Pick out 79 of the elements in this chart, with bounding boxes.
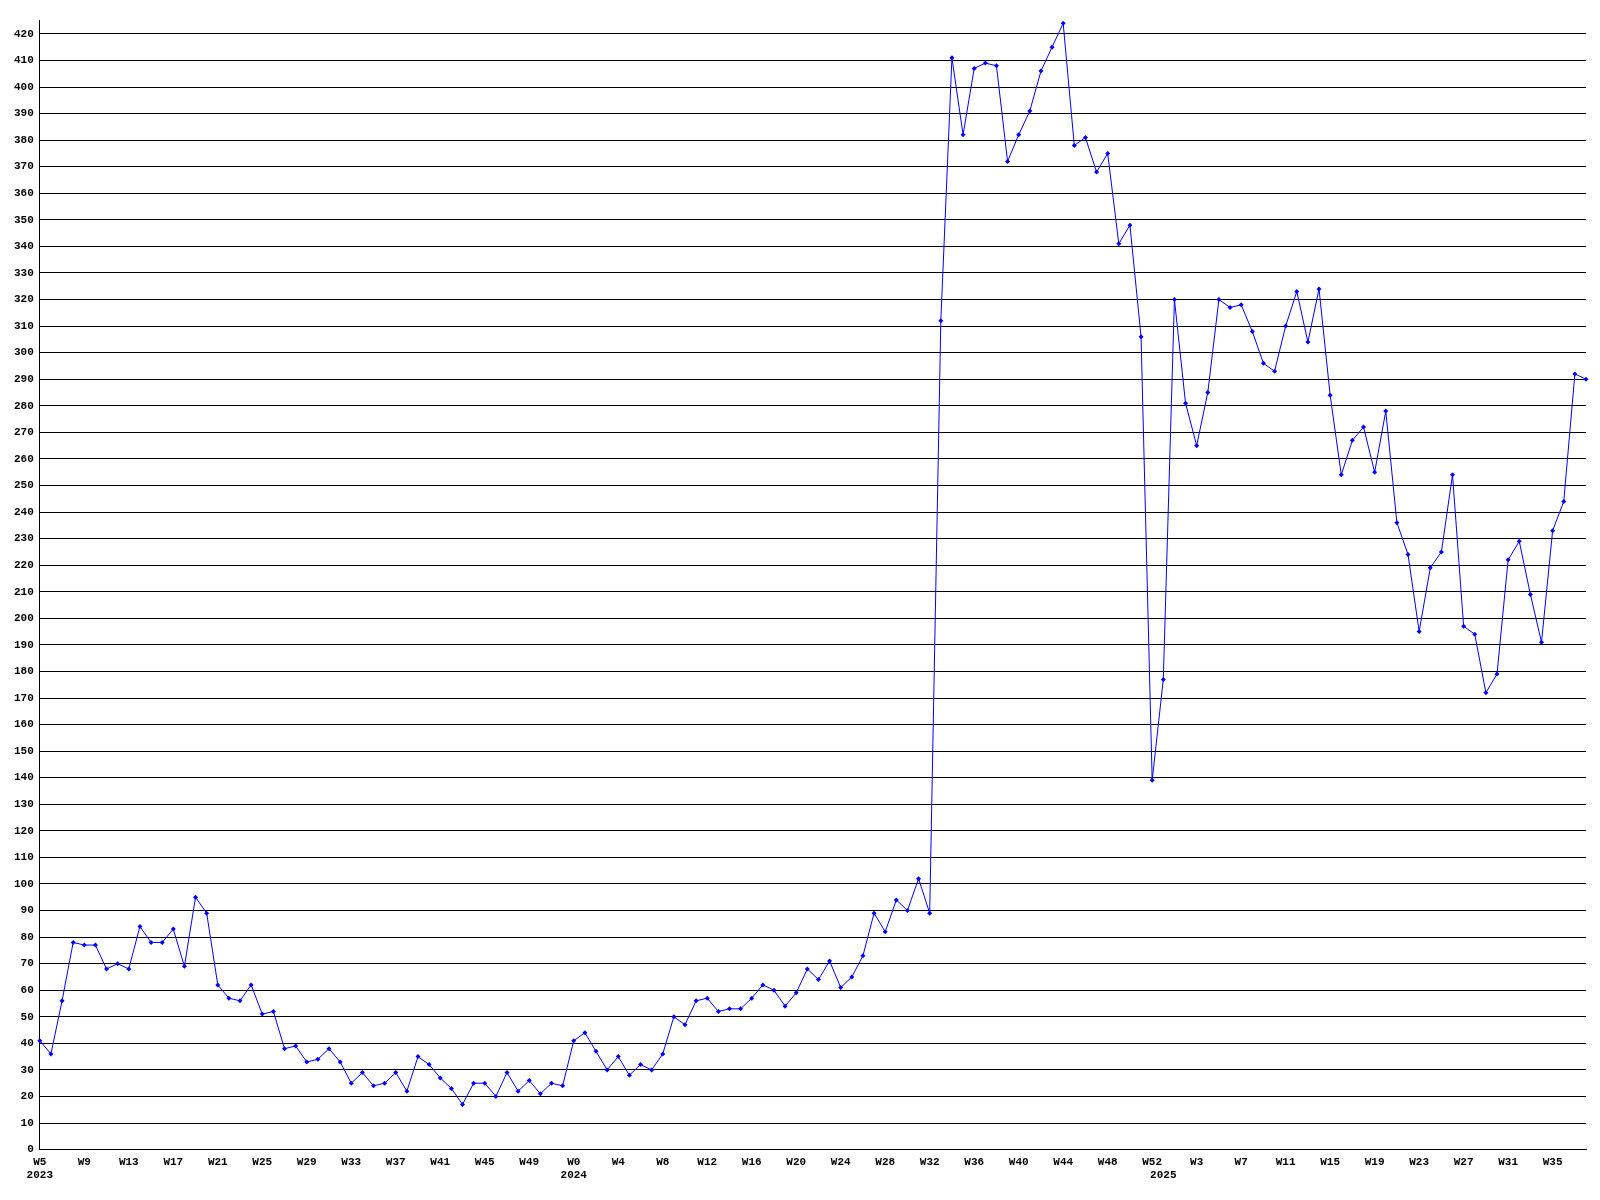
x-tick-label: W49: [519, 1155, 540, 1168]
y-tick-label: 90: [20, 904, 34, 917]
y-tick-label: 0: [27, 1143, 34, 1156]
x-tick-label: W12: [697, 1155, 718, 1168]
x-tick-label: 2025: [1150, 1169, 1177, 1182]
y-tick-label: 240: [13, 505, 34, 518]
x-tick-label: W16: [741, 1155, 762, 1168]
x-tick-label: W3: [1190, 1155, 1204, 1168]
y-tick-label: 300: [13, 346, 34, 359]
y-tick-label: 150: [13, 744, 34, 757]
x-tick-label: W23: [1409, 1155, 1430, 1168]
y-tick-label: 270: [13, 426, 34, 439]
y-tick-label: 80: [20, 930, 34, 943]
x-tick-label: W11: [1275, 1155, 1296, 1168]
y-tick-label: 320: [13, 293, 34, 306]
y-tick-label: 280: [13, 399, 34, 412]
x-tick-label: W40: [1008, 1155, 1029, 1168]
y-tick-label: 290: [13, 372, 34, 385]
x-tick-label: W5 2023: [26, 1155, 54, 1182]
x-tick-label: W20: [786, 1155, 807, 1168]
y-tick-label: 310: [13, 319, 34, 332]
x-tick-label: W31: [1498, 1155, 1519, 1168]
y-tick-label: 220: [13, 558, 34, 571]
x-tick-label: W4: [611, 1155, 626, 1168]
y-tick-label: 40: [20, 1037, 34, 1050]
y-tick-label: 100: [13, 877, 34, 890]
y-tick-label: 260: [13, 452, 34, 465]
y-tick-label: 130: [13, 798, 34, 811]
x-tick-label: W21: [207, 1155, 229, 1168]
x-tick-label: W27: [1453, 1155, 1474, 1168]
y-tick-label: 190: [13, 638, 34, 651]
y-tick-label: 200: [13, 612, 34, 625]
x-tick-label: W44: [1053, 1155, 1074, 1168]
x-tick-label: W37: [385, 1155, 406, 1168]
x-tick-label: W0 2024: [560, 1155, 588, 1182]
x-tick-label: W25: [252, 1155, 273, 1168]
x-tick-label: W45: [474, 1155, 496, 1168]
x-tick-label: W41: [430, 1155, 451, 1168]
x-tick-label: W35: [1542, 1155, 1563, 1168]
y-tick-label: 410: [13, 54, 34, 67]
y-tick-label: 230: [13, 532, 34, 545]
y-tick-label: 250: [13, 479, 34, 492]
y-tick-label: 50: [20, 1010, 34, 1023]
x-tick-label: W8: [656, 1155, 670, 1168]
x-tick-label: W24: [830, 1155, 852, 1168]
x-tick-label: W13: [118, 1155, 140, 1168]
x-tick-label: W15: [1320, 1155, 1341, 1168]
y-tick-label: 370: [13, 160, 34, 173]
x-tick-label: W29: [296, 1155, 317, 1168]
y-tick-label: 120: [13, 824, 34, 837]
y-tick-label: 360: [13, 187, 34, 200]
y-tick-label: 420: [13, 27, 34, 40]
x-tick-label: W36: [964, 1155, 985, 1168]
y-tick-label: 170: [13, 691, 34, 704]
y-tick-label: 350: [13, 213, 34, 226]
y-tick-label: 60: [20, 983, 34, 996]
x-tick-label: W28: [875, 1155, 896, 1168]
y-tick-label: 330: [13, 266, 34, 279]
y-tick-label: 400: [13, 80, 34, 93]
y-tick-label: 210: [13, 585, 34, 598]
y-tick-label: 380: [13, 133, 34, 146]
y-tick-label: 30: [20, 1063, 34, 1076]
y-tick-label: 20: [20, 1090, 34, 1103]
x-tick-label: W19: [1364, 1155, 1385, 1168]
y-tick-label: 340: [13, 240, 34, 253]
x-tick-label: W32: [919, 1155, 940, 1168]
x-tick-label: W9: [77, 1155, 91, 1168]
y-tick-label: 140: [13, 771, 34, 784]
y-tick-label: 180: [13, 665, 34, 678]
x-tick-label: W7: [1234, 1155, 1248, 1168]
x-tick-label: W52: [1142, 1155, 1163, 1168]
y-tick-label: 110: [13, 851, 34, 864]
y-tick-label: 10: [20, 1116, 34, 1129]
x-tick-label: W17: [163, 1155, 184, 1168]
x-tick-label: W48: [1097, 1155, 1118, 1168]
x-tick-label: W33: [341, 1155, 362, 1168]
y-tick-label: 70: [20, 957, 34, 970]
y-tick-label: 160: [13, 718, 34, 731]
y-tick-label: 390: [13, 107, 34, 120]
